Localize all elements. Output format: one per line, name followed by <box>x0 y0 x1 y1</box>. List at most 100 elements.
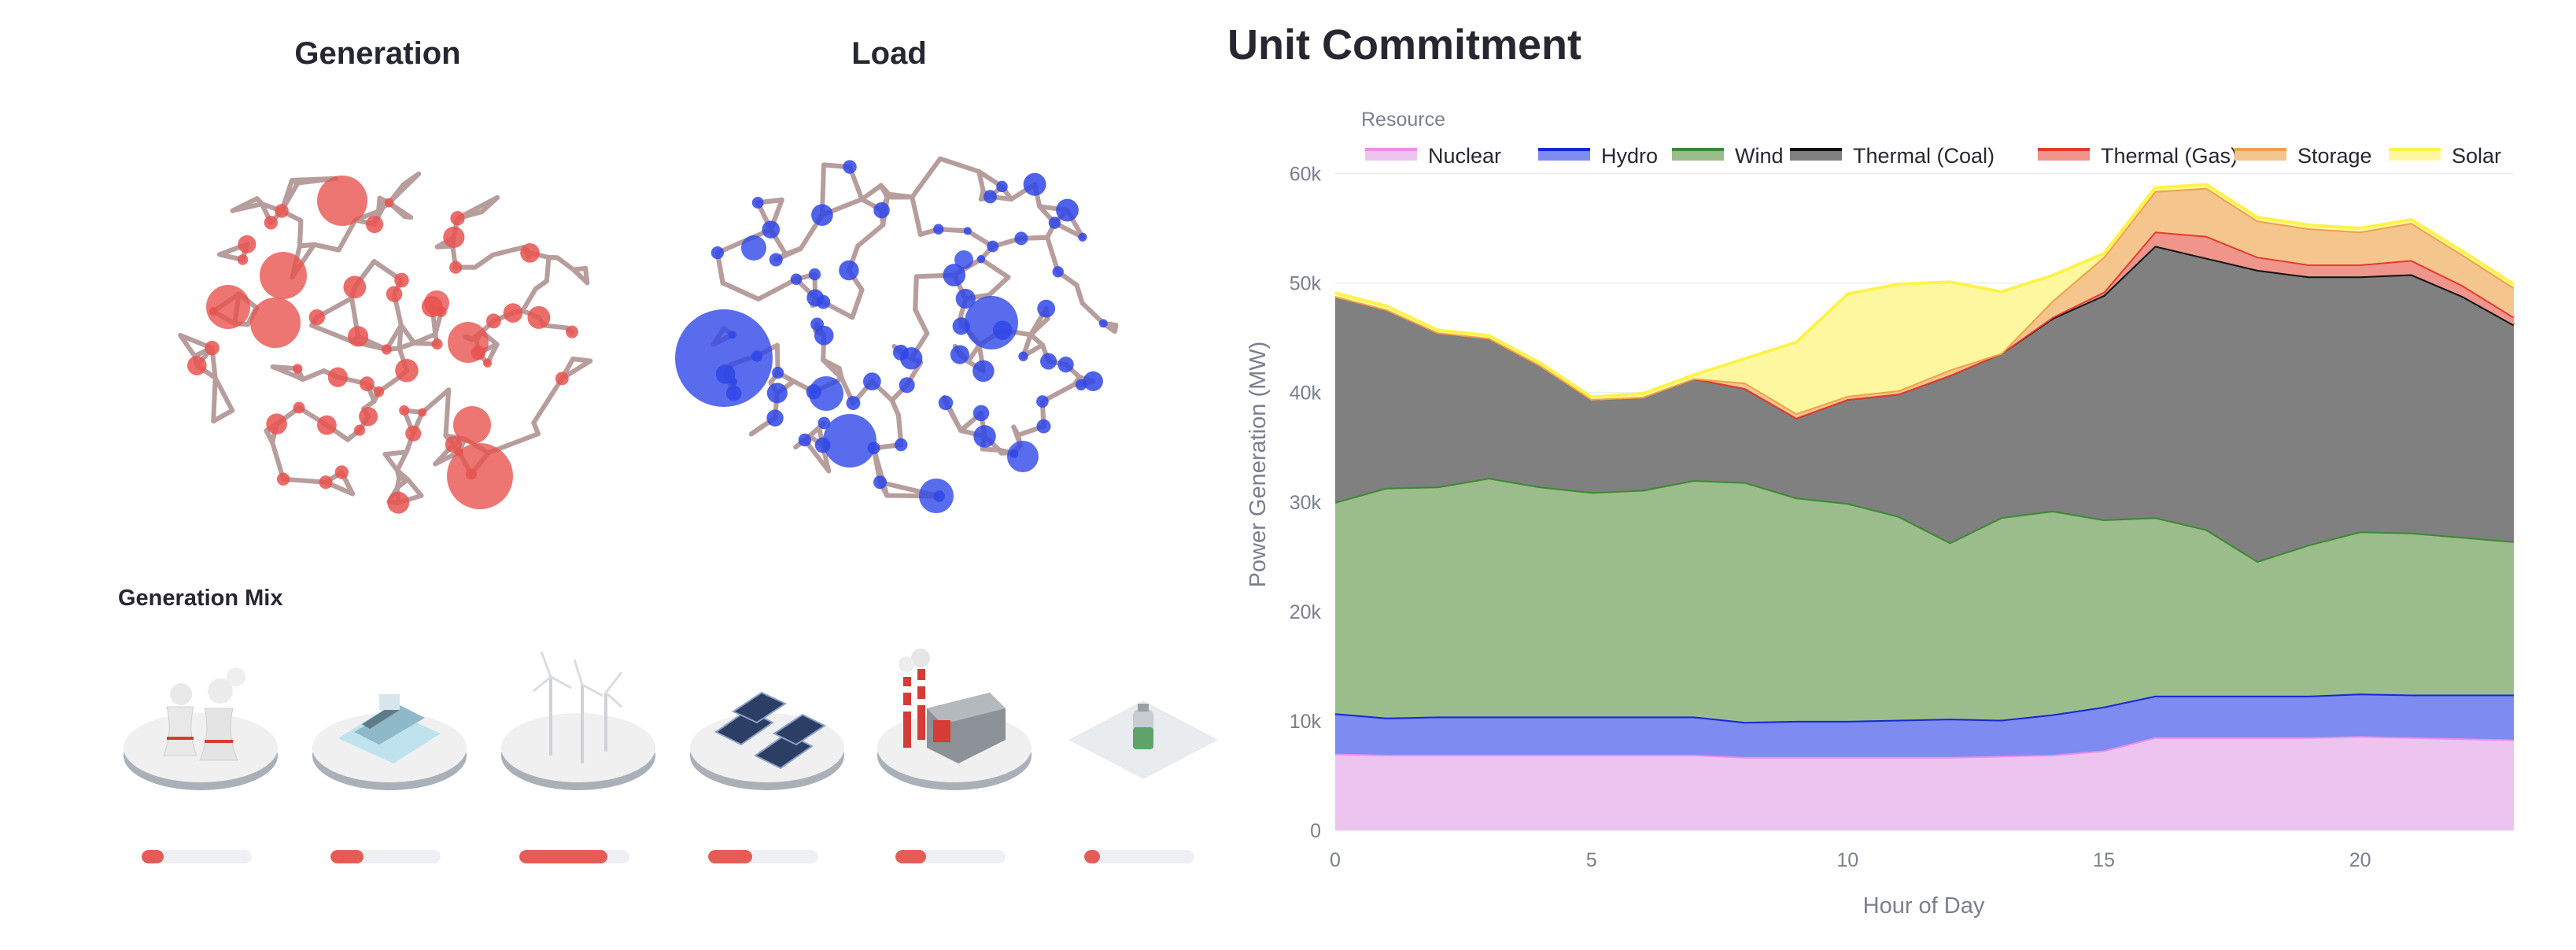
load-bus-node-large[interactable] <box>965 296 1018 349</box>
generation-bus-node[interactable] <box>386 286 403 302</box>
legend-item[interactable]: Thermal (Gas) <box>2038 144 2238 168</box>
load-bus-node[interactable] <box>972 360 995 383</box>
generation-bus-node[interactable] <box>293 401 305 414</box>
generation-bus-node[interactable] <box>483 358 493 368</box>
load-bus-node[interactable] <box>1036 419 1051 434</box>
load-bus-node[interactable] <box>950 345 969 364</box>
load-bus-node[interactable] <box>1023 172 1046 196</box>
generation-bus-node[interactable] <box>443 226 465 248</box>
load-bus-node[interactable] <box>1057 357 1074 373</box>
legend-item[interactable]: Hydro <box>1538 144 1658 168</box>
generation-bus-node[interactable] <box>399 405 410 416</box>
generation-bus-node[interactable] <box>276 472 290 486</box>
generation-bus-node[interactable] <box>381 344 392 355</box>
generation-network-map[interactable] <box>142 110 629 535</box>
area-solar[interactable] <box>1335 184 2514 414</box>
load-bus-node[interactable] <box>710 246 725 260</box>
generation-bus-node-large[interactable] <box>448 322 489 363</box>
generation-bus-node[interactable] <box>527 305 551 329</box>
generation-bus-node[interactable] <box>348 326 369 347</box>
load-bus-node[interactable] <box>808 268 821 281</box>
generation-bus-node[interactable] <box>450 211 465 226</box>
generation-bus-node[interactable] <box>365 215 384 234</box>
load-bus-node[interactable] <box>873 201 890 219</box>
area-nuclear[interactable] <box>1335 736 2514 830</box>
generation-bus-node[interactable] <box>405 425 422 442</box>
generation-bus-node-large[interactable] <box>250 298 301 348</box>
area-thermal-coal[interactable] <box>1335 246 2514 561</box>
load-bus-node-large[interactable] <box>1007 441 1039 472</box>
generation-bus-node[interactable] <box>237 254 249 265</box>
load-bus-node[interactable] <box>816 294 831 309</box>
load-bus-node[interactable] <box>1048 216 1061 229</box>
load-bus-node[interactable] <box>766 409 784 427</box>
generation-bus-node[interactable] <box>520 243 540 263</box>
load-bus-node[interactable] <box>846 396 861 411</box>
load-bus-node[interactable] <box>1098 319 1108 328</box>
load-bus-node-large[interactable] <box>919 479 954 513</box>
generation-bus-node[interactable] <box>353 424 366 436</box>
generation-bus-node[interactable] <box>264 216 279 230</box>
generation-bus-node[interactable] <box>343 275 367 299</box>
generation-bus-node[interactable] <box>292 364 303 374</box>
generation-bus-node[interactable] <box>485 313 501 329</box>
generation-bus-node[interactable] <box>418 408 427 417</box>
generation-bus-node-large[interactable] <box>424 290 449 316</box>
load-bus-node[interactable] <box>817 416 831 430</box>
load-bus-node[interactable] <box>900 347 923 370</box>
generation-bus-node[interactable] <box>186 356 207 375</box>
load-bus-node[interactable] <box>1018 351 1028 361</box>
load-bus-node[interactable] <box>976 255 986 264</box>
load-bus-node[interactable] <box>933 224 944 235</box>
load-bus-node-large[interactable] <box>809 376 843 411</box>
generation-bus-node[interactable] <box>308 309 326 326</box>
load-bus-node[interactable] <box>873 475 888 490</box>
generation-bus-node[interactable] <box>373 386 385 397</box>
load-bus-node[interactable] <box>1052 266 1064 278</box>
generation-bus-node-large[interactable] <box>317 176 367 226</box>
load-bus-node[interactable] <box>1075 379 1087 391</box>
generation-bus-node[interactable] <box>316 415 337 435</box>
load-bus-node[interactable] <box>943 264 966 286</box>
unit-commitment-chart[interactable]: Resource Nuclear Hydro Wind Thermal (Coal) T… <box>1227 94 2534 929</box>
generation-bus-node[interactable] <box>359 407 378 427</box>
generation-bus-node[interactable] <box>238 235 256 253</box>
load-bus-node[interactable] <box>798 433 812 447</box>
generation-bus-node[interactable] <box>275 204 289 218</box>
generation-bus-node[interactable] <box>327 367 348 387</box>
load-bus-node[interactable] <box>938 395 954 411</box>
generation-bus-node[interactable] <box>395 358 419 383</box>
generation-bus-node[interactable] <box>431 338 443 350</box>
load-bus-node[interactable] <box>899 377 915 394</box>
load-network-map[interactable] <box>661 110 1149 535</box>
load-bus-node[interactable] <box>1036 395 1049 408</box>
generation-bus-node[interactable] <box>266 413 287 434</box>
generation-bus-node[interactable] <box>449 261 463 274</box>
load-bus-node[interactable] <box>1056 198 1079 222</box>
load-bus-node-large[interactable] <box>741 235 766 261</box>
load-bus-node[interactable] <box>811 204 833 226</box>
load-bus-node[interactable] <box>843 160 857 174</box>
load-bus-node[interactable] <box>983 190 997 204</box>
generation-bus-node[interactable] <box>394 272 409 288</box>
legend-item[interactable]: Wind <box>1672 144 1784 168</box>
generation-bus-node-large[interactable] <box>453 406 491 444</box>
generation-bus-node[interactable] <box>387 491 410 514</box>
generation-bus-node[interactable] <box>445 436 462 453</box>
load-bus-node[interactable] <box>766 383 788 404</box>
load-bus-node[interactable] <box>772 366 784 379</box>
load-bus-node[interactable] <box>987 240 999 253</box>
load-bus-node[interactable] <box>814 325 834 346</box>
load-bus-node[interactable] <box>790 273 803 286</box>
generation-bus-node[interactable] <box>555 371 569 386</box>
legend-item[interactable]: Solar <box>2389 144 2501 168</box>
load-bus-node[interactable] <box>955 288 976 309</box>
load-bus-node[interactable] <box>996 180 1008 193</box>
load-bus-node[interactable] <box>751 197 764 209</box>
load-bus-node[interactable] <box>1037 299 1056 318</box>
generation-bus-node[interactable] <box>503 303 523 323</box>
load-bus-node-large[interactable] <box>954 250 973 269</box>
generation-bus-node-large[interactable] <box>447 443 513 509</box>
load-bus-node[interactable] <box>973 425 996 448</box>
load-bus-node-large[interactable] <box>675 309 773 407</box>
